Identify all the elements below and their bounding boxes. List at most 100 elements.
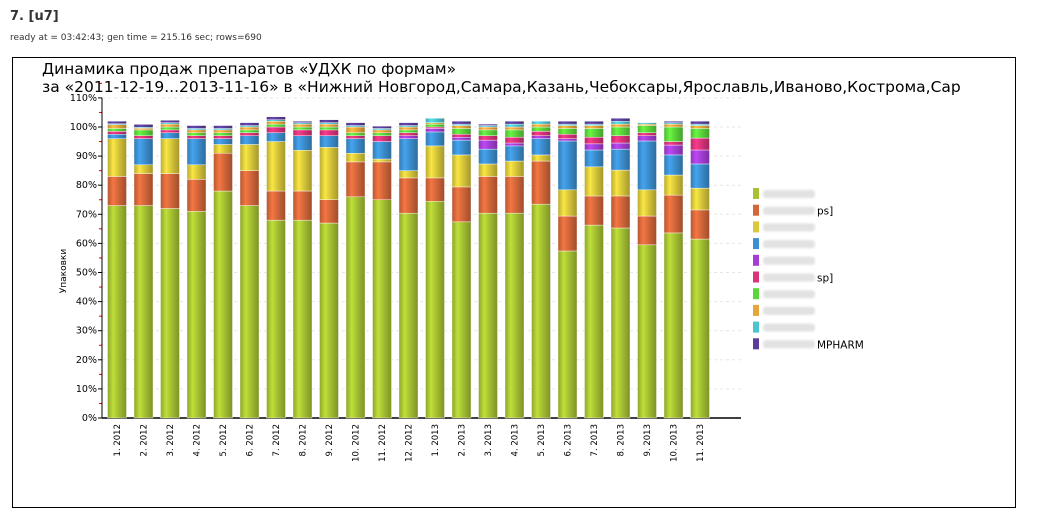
bar-segment: [504, 160, 525, 177]
bar-segment: [478, 125, 498, 128]
bar-segment: [663, 174, 684, 196]
bar-segment: [345, 138, 366, 154]
bar-segment: [557, 140, 578, 191]
bar-segment: [239, 135, 260, 145]
bar-segment: [425, 145, 445, 179]
bar-segment: [504, 142, 525, 147]
bar-segment: [557, 120, 578, 125]
bar-segment: [663, 123, 684, 128]
bar-segment: [425, 126, 445, 129]
bar-segment: [451, 120, 472, 125]
bar-segment: [292, 150, 313, 192]
bar-segment: [160, 126, 180, 131]
bar-segment: [239, 126, 260, 131]
y-tick-label: 0%: [82, 413, 97, 424]
report-meta: ready at = 03:42:43; gen time = 215.16 s…: [10, 33, 262, 43]
bar-segment: [213, 138, 233, 145]
legend-label-blurred: [763, 206, 815, 215]
bar-segment: [239, 170, 260, 206]
bar-segment: [531, 160, 551, 205]
bar-segment: [160, 123, 180, 128]
bar-segment: [292, 126, 313, 131]
bar-segment: [239, 122, 260, 126]
bar-segment: [133, 129, 154, 136]
bar-segment: [584, 149, 604, 168]
legend-swatch: [753, 254, 759, 266]
legend-label: sp]: [817, 273, 833, 285]
bar-segment: [319, 119, 339, 123]
bar-segment: [584, 125, 604, 129]
legend-swatch: [753, 238, 759, 250]
x-tick-label: 5. 2013: [537, 424, 547, 456]
bar-segment: [266, 126, 286, 134]
legend-swatch: [753, 221, 759, 233]
bar-segment: [292, 190, 313, 221]
bar-segment: [637, 132, 657, 136]
bar-segment: [584, 123, 604, 126]
bar-segment: [663, 120, 684, 123]
bar-segment: [663, 126, 684, 142]
bar-segment: [107, 124, 127, 129]
bar-segment: [504, 123, 525, 128]
bar-segment: [637, 215, 657, 246]
bar-segment: [557, 189, 578, 217]
bar-segment: [398, 125, 419, 128]
x-tick-label: 12. 2012: [405, 424, 415, 462]
x-tick-label: 7. 2013: [590, 424, 600, 456]
x-tick-label: 1. 2013: [431, 424, 441, 456]
bar-segment: [557, 138, 578, 142]
legend-label: MPHARM: [817, 339, 864, 351]
bar-segment: [610, 123, 631, 128]
bar-segment: [504, 212, 525, 419]
x-tick-label: 9. 2012: [325, 424, 335, 456]
bar-segment: [398, 132, 419, 136]
bar-segment: [557, 250, 578, 419]
bar-segment: [186, 132, 207, 136]
legend-label-blurred: [763, 340, 815, 349]
legend-swatch: [753, 338, 759, 350]
bar-segment: [531, 131, 551, 136]
bar-segment: [637, 244, 657, 419]
legend-label-blurred: [763, 290, 815, 299]
x-tick-label: 8. 2012: [299, 424, 309, 456]
legend-label-blurred: [763, 240, 815, 249]
bar-segment: [292, 120, 313, 123]
bar-segment: [610, 148, 631, 171]
bar-segment: [319, 122, 339, 125]
bar-segment: [478, 139, 498, 150]
bar-segment: [372, 129, 392, 134]
bar-segment: [478, 126, 498, 131]
legend-label-blurred: [763, 223, 815, 232]
bar-segment: [690, 149, 710, 165]
y-tick-label: 20%: [76, 355, 97, 366]
bar-segment: [663, 232, 684, 419]
bar-segment: [637, 125, 657, 134]
bar-segment: [345, 132, 366, 136]
legend-label-blurred: [763, 256, 815, 265]
y-tick-label: 40%: [76, 297, 97, 308]
x-tick-label: 8. 2013: [617, 424, 627, 456]
bar-segment: [213, 190, 233, 419]
bar-segment: [398, 212, 419, 419]
bar-segment: [690, 187, 710, 211]
bar-segment: [398, 138, 419, 171]
bar-segment: [451, 154, 472, 188]
bar-segment: [160, 132, 180, 139]
bar-segment: [239, 144, 260, 171]
bar-segment: [107, 134, 127, 139]
bar-segment: [213, 152, 233, 192]
bar-segment: [266, 119, 286, 122]
bar-segment: [557, 125, 578, 129]
y-tick-label: 10%: [76, 384, 97, 395]
y-tick-label: 70%: [76, 209, 97, 220]
bar-segment: [610, 120, 631, 125]
bar-segment: [451, 186, 472, 223]
bar-segment: [213, 135, 233, 139]
bar-segment: [213, 132, 233, 136]
bar-segment: [213, 129, 233, 134]
bar-segment: [186, 125, 207, 129]
bar-segment: [266, 219, 286, 419]
bar-segment: [425, 201, 445, 419]
bar-segment: [107, 138, 127, 177]
bar-segment: [584, 195, 604, 226]
